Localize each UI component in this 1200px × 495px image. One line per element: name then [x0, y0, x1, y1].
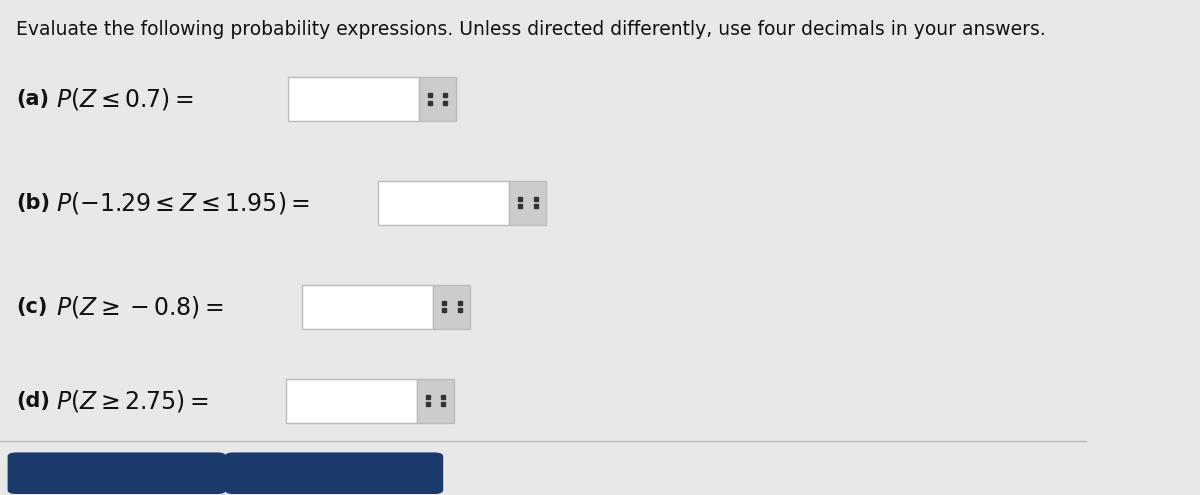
- FancyBboxPatch shape: [302, 285, 433, 329]
- FancyBboxPatch shape: [418, 379, 454, 423]
- FancyBboxPatch shape: [378, 181, 509, 225]
- Text: (b): (b): [17, 193, 50, 213]
- FancyBboxPatch shape: [224, 452, 443, 494]
- Text: Evaluate the following probability expressions. Unless directed differently, use: Evaluate the following probability expre…: [17, 20, 1046, 39]
- Text: $P(Z \geq -0.8) =$: $P(Z \geq -0.8) =$: [56, 294, 224, 320]
- Text: (a): (a): [17, 89, 49, 109]
- FancyBboxPatch shape: [7, 452, 226, 494]
- Text: (d): (d): [17, 391, 50, 411]
- FancyBboxPatch shape: [288, 77, 419, 121]
- FancyBboxPatch shape: [286, 379, 418, 423]
- FancyBboxPatch shape: [509, 181, 546, 225]
- FancyBboxPatch shape: [419, 77, 456, 121]
- Text: (c): (c): [17, 297, 48, 317]
- FancyBboxPatch shape: [433, 285, 470, 329]
- Text: $P(Z \geq 2.75) =$: $P(Z \geq 2.75) =$: [56, 388, 209, 414]
- Text: $P(Z \leq 0.7) =$: $P(Z \leq 0.7) =$: [56, 86, 194, 112]
- Text: $P(-1.29 \leq Z \leq 1.95) =$: $P(-1.29 \leq Z \leq 1.95) =$: [56, 190, 311, 216]
